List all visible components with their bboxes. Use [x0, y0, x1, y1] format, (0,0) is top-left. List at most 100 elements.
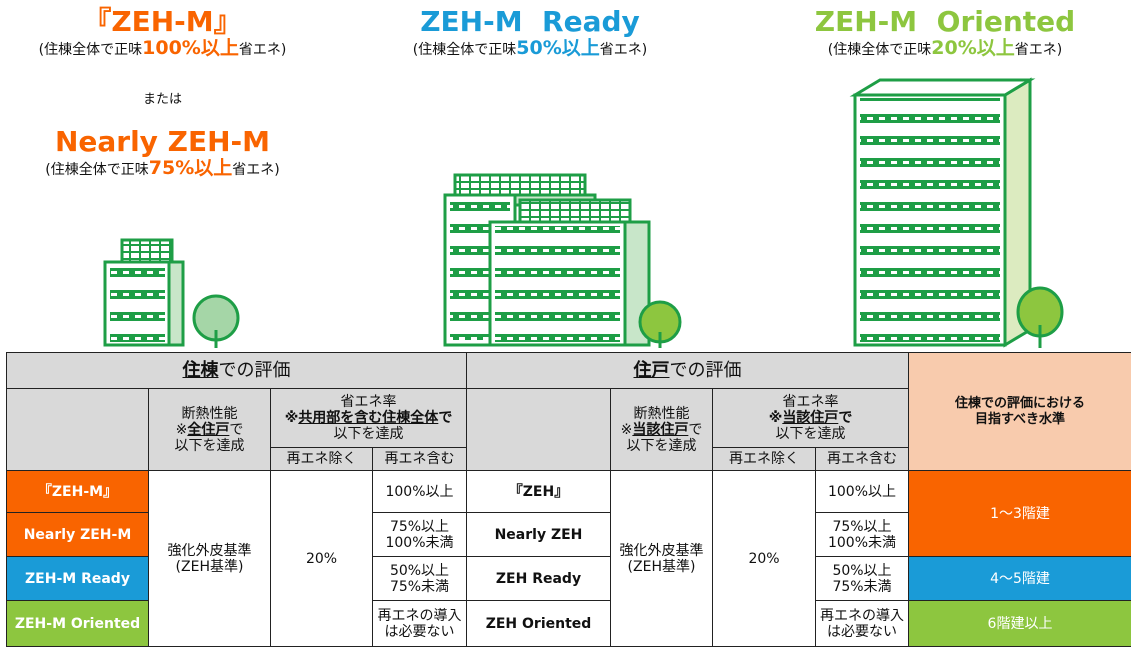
text: ※ — [769, 410, 783, 426]
level-title: ZEH-M Oriented — [780, 6, 1110, 38]
tall-building — [855, 80, 1062, 348]
text: 住棟での評価における — [909, 396, 1131, 412]
level-heading: 『ZEH-M』 (住棟全体で正味100%以上省エネ) — [0, 6, 325, 60]
text: での評価 — [219, 360, 291, 381]
text: (住棟全体で正味 — [45, 162, 148, 178]
element: ※当該住戸で — [713, 410, 908, 426]
incl-value: 100%以上 — [816, 471, 909, 513]
level-heading: Nearly ZEH-M (住棟全体で正味75%以上省エネ) — [0, 126, 325, 180]
level-heading: ZEH-M Ready (住棟全体で正味50%以上省エネ) — [375, 6, 685, 60]
text: は必要ない — [816, 624, 908, 640]
text: 断熱性能 — [611, 406, 712, 422]
section-header: 住棟での評価 — [7, 353, 467, 389]
unit-label: ZEH Ready — [467, 557, 611, 601]
text: (住棟全体で正味 — [39, 42, 142, 58]
text: ※ — [285, 410, 299, 426]
insulation-header: 断熱性能※全住戸で以下を達成 — [149, 389, 271, 471]
element: ※共用部を含む住棟全体で — [271, 410, 466, 426]
text: (ZEH基準) — [611, 559, 712, 575]
element: ※全住戸で — [149, 422, 270, 438]
section-header: 住戸での評価 — [467, 353, 909, 389]
text: 目指すべき水準 — [909, 412, 1131, 428]
level-title: ZEH-M Ready — [375, 6, 685, 38]
text: ※ — [176, 422, 188, 438]
element: 住棟での評価 住戸での評価 住棟での評価における目指すべき水準 断熱性能※全住戸… — [7, 353, 1131, 647]
text: は必要ない — [373, 624, 466, 640]
building-label: Nearly ZEH-M — [7, 513, 149, 557]
text: 75%以上 — [816, 519, 908, 535]
standard: 強化外皮基準(ZEH基準) — [611, 471, 713, 647]
text: 50%以上 — [516, 37, 599, 59]
standard: 強化外皮基準(ZEH基準) — [149, 471, 271, 647]
text: 20%以上 — [931, 37, 1014, 59]
criteria-table: 住棟での評価 住戸での評価 住棟での評価における目指すべき水準 断熱性能※全住戸… — [6, 352, 1131, 647]
element: ※当該住戸で — [611, 422, 712, 438]
sub-header: 再エネ含む — [816, 448, 909, 471]
rate: 20% — [713, 471, 816, 647]
element — [110, 266, 165, 342]
level-heading: ZEH-M Oriented (住棟全体で正味20%以上省エネ) — [780, 6, 1110, 60]
sub-header: 再エネ除く — [271, 448, 373, 471]
text: での評価 — [670, 360, 742, 381]
text: 当該住戸 — [782, 410, 838, 426]
blank-cell — [467, 389, 611, 471]
target: 6階建以上 — [909, 601, 1131, 647]
building-label: ZEH-M Oriented — [7, 601, 149, 647]
text: 75%未満 — [373, 579, 466, 595]
element — [855, 80, 1030, 95]
text: 共用部を含む住棟全体 — [298, 410, 438, 426]
element: 『ZEH-M』 強化外皮基準(ZEH基準) 20% 100%以上 『ZEH』 強… — [7, 471, 1131, 513]
incl-value: 100%以上 — [373, 471, 467, 513]
text: 断熱性能 — [149, 406, 270, 422]
mid-building — [445, 175, 680, 348]
text: 住棟 — [183, 360, 219, 381]
text: で — [438, 410, 452, 426]
text: で — [838, 410, 852, 426]
level-title: Nearly ZEH-M — [0, 126, 325, 158]
text: 以下を達成 — [713, 426, 908, 442]
unit-label: Nearly ZEH — [467, 513, 611, 557]
sub-header: 再エネ除く — [713, 448, 816, 471]
target: 1～3階建 — [909, 471, 1131, 557]
text: (住棟全体で正味 — [828, 42, 931, 58]
text: 75%以上 — [149, 157, 232, 179]
level-subtitle: (住棟全体で正味20%以上省エネ) — [780, 38, 1110, 60]
incl-value: 再エネの導入は必要ない — [816, 601, 909, 647]
level-subtitle: (住棟全体で正味100%以上省エネ) — [0, 38, 325, 60]
text: 75%以上 — [373, 519, 466, 535]
text: 100%未満 — [816, 535, 908, 551]
savings-header: 省エネ率※共用部を含む住棟全体で以下を達成 — [271, 389, 467, 448]
text: (ZEH基準) — [149, 559, 270, 575]
building-label: ZEH-M Ready — [7, 557, 149, 601]
text: 100%以上 — [816, 484, 908, 500]
savings-header: 省エネ率※当該住戸で以下を達成 — [713, 389, 909, 448]
text: 100%以上 — [142, 37, 239, 59]
text: 100%以上 — [373, 484, 466, 500]
small-building — [105, 240, 238, 348]
text: 50%以上 — [816, 563, 908, 579]
element — [122, 240, 172, 262]
text: ※ — [621, 422, 633, 438]
text: 省エネ率 — [713, 394, 908, 410]
building-label: 『ZEH-M』 — [7, 471, 149, 513]
target: 4～5階建 — [909, 557, 1131, 601]
text: 再エネの導入 — [816, 608, 908, 624]
text: 全住戸 — [187, 422, 229, 438]
unit-label: ZEH Oriented — [467, 601, 611, 647]
or-text: または — [0, 88, 325, 107]
incl-value: 再エネの導入は必要ない — [373, 601, 467, 647]
text: 以下を達成 — [271, 426, 466, 442]
text: 省エネ) — [600, 42, 647, 58]
level-subtitle: (住棟全体で正味50%以上省エネ) — [375, 38, 685, 60]
unit-label: 『ZEH』 — [467, 471, 611, 513]
text: 省エネ) — [239, 42, 286, 58]
rate: 20% — [271, 471, 373, 647]
text: 50%以上 — [373, 563, 466, 579]
level-subtitle: (住棟全体で正味75%以上省エネ) — [0, 158, 325, 180]
text: 以下を達成 — [149, 438, 270, 454]
